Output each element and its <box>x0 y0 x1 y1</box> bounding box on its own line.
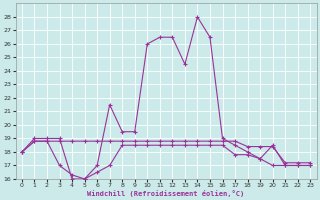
X-axis label: Windchill (Refroidissement éolien,°C): Windchill (Refroidissement éolien,°C) <box>87 190 245 197</box>
